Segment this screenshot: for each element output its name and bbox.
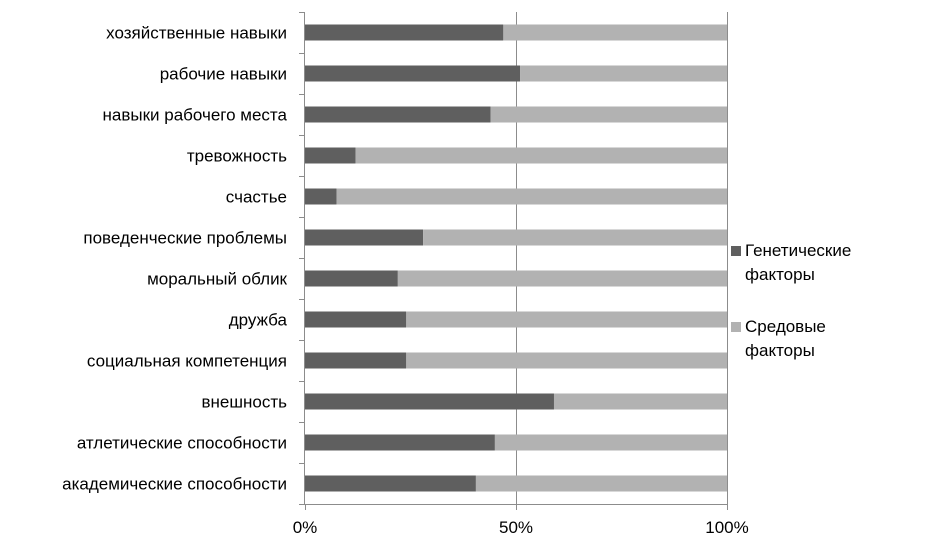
bar-environmental-6: [397, 270, 727, 287]
bar-genetic-3: [305, 147, 356, 164]
category-labels: хозяйственные навыки рабочие навыки навыки…: [62, 24, 287, 494]
bar-genetic-7: [305, 311, 407, 328]
category-label-1: рабочие навыки: [160, 65, 287, 84]
tick-labels: 0% 50% 100%: [293, 518, 749, 537]
bar-environmental-10: [494, 434, 727, 451]
legend-item-genetic: Генетические факторы: [731, 239, 921, 287]
category-label-7: дружба: [229, 311, 288, 330]
x-tick-label-1: 50%: [499, 518, 533, 537]
legend-label-genetic: Генетические факторы: [745, 241, 852, 284]
category-label-0: хозяйственные навыки: [106, 24, 287, 43]
category-label-5: поведенческие проблемы: [83, 229, 287, 248]
category-label-8: социальная компетенция: [87, 352, 287, 371]
bar-environmental-0: [503, 24, 727, 41]
bar-genetic-9: [305, 393, 554, 410]
legend-swatch-genetic: [731, 246, 741, 256]
bar-genetic-2: [305, 106, 491, 123]
category-label-10: атлетические способности: [77, 434, 287, 453]
bar-environmental-5: [423, 229, 727, 246]
category-label-9: внешность: [202, 393, 288, 412]
bar-environmental-1: [520, 65, 727, 82]
category-label-3: тревожность: [187, 147, 287, 166]
bar-genetic-5: [305, 229, 424, 246]
x-tick-label-2: 100%: [705, 518, 748, 537]
bar-environmental-4: [336, 188, 727, 205]
bar-genetic-11: [305, 475, 476, 492]
bar-genetic-6: [305, 270, 398, 287]
legend: Генетические факторы Средовые факторы: [731, 239, 921, 391]
legend-label-environmental: Средовые факторы: [745, 317, 826, 360]
bar-environmental-2: [490, 106, 727, 123]
category-label-11: академические способности: [62, 475, 287, 494]
bar-genetic-8: [305, 352, 407, 369]
bar-genetic-0: [305, 24, 504, 41]
bar-genetic-4: [305, 188, 337, 205]
bar-environmental-11: [475, 475, 727, 492]
gridlines: [516, 12, 728, 504]
bar-environmental-9: [553, 393, 727, 410]
bar-environmental-3: [355, 147, 727, 164]
category-label-2: навыки рабочего места: [103, 106, 288, 125]
bar-environmental-8: [406, 352, 727, 369]
legend-item-environmental: Средовые факторы: [731, 315, 921, 363]
legend-swatch-environmental: [731, 322, 741, 332]
x-tick-label-0: 0%: [293, 518, 318, 537]
axis: [299, 12, 728, 510]
category-label-4: счастье: [226, 188, 287, 207]
bars: [305, 24, 727, 492]
bar-genetic-10: [305, 434, 495, 451]
category-label-6: моральный облик: [147, 270, 287, 289]
bar-genetic-1: [305, 65, 521, 82]
bar-environmental-7: [406, 311, 727, 328]
